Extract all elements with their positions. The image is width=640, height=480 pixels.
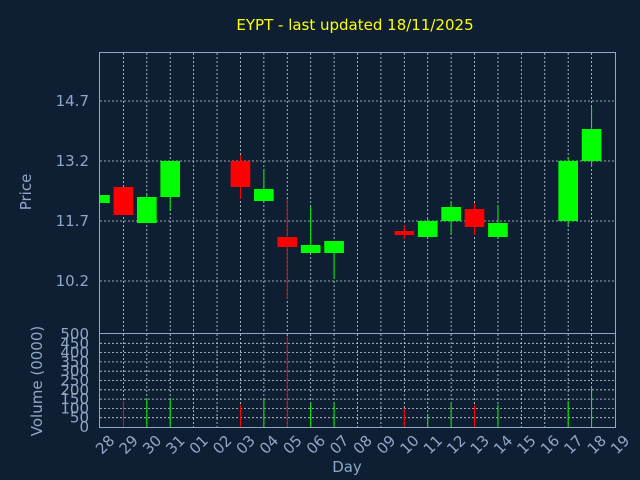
volume-tick-label: 150	[60, 390, 89, 408]
candle-body	[558, 161, 579, 221]
candle-body	[277, 237, 298, 247]
volume-tick-label: 100	[60, 399, 89, 417]
volume-tick-label: 250	[60, 372, 89, 390]
price-tick-label: 14.7	[56, 92, 89, 110]
price-axis-label: Price	[17, 174, 35, 211]
price-tick-label: 11.7	[56, 212, 89, 230]
candle-body	[230, 161, 251, 187]
x-tick-label: 29	[116, 432, 142, 458]
x-tick-label: 08	[350, 432, 376, 458]
x-tick-label: 05	[279, 432, 305, 458]
candle-body	[300, 245, 321, 253]
candle-body	[160, 161, 181, 197]
x-tick-label: 07	[326, 432, 352, 458]
price-tick-label: 13.2	[56, 152, 89, 170]
price-y-ticks: 10.2 11.7 13.2 14.7	[56, 92, 89, 290]
x-tick-label: 12	[443, 432, 469, 458]
x-tick-label: 10	[396, 432, 422, 458]
volume-frame	[99, 333, 616, 428]
price-candles	[99, 107, 602, 299]
x-tick-label: 17	[560, 432, 586, 458]
price-panel: 10.2 11.7 13.2 14.7	[56, 52, 616, 334]
volume-tick-label: 400	[60, 344, 89, 362]
x-tick-label: 14	[490, 432, 516, 458]
candle-body	[113, 187, 134, 215]
volume-bars	[122, 335, 593, 427]
x-tick-label: 18	[584, 432, 610, 458]
x-tick-label: 19	[607, 432, 633, 458]
volume-tick-label: 0	[79, 418, 89, 436]
x-tick-label: 13	[467, 432, 493, 458]
candle-body	[488, 223, 508, 237]
volume-tick-label: 300	[60, 362, 89, 380]
candle-body	[464, 209, 485, 227]
candle-body	[441, 207, 461, 221]
x-axis-ticks: 2829303101020304050607080910111213141516…	[92, 432, 633, 458]
x-tick-label: 11	[420, 432, 446, 458]
x-tick-label: 09	[373, 432, 399, 458]
candle-body	[254, 189, 274, 201]
x-tick-label: 06	[303, 432, 329, 458]
x-axis-label: Day	[332, 458, 362, 476]
x-tick-label: 15	[514, 432, 540, 458]
volume-grid	[100, 334, 615, 427]
chart-title: EYPT - last updated 18/11/2025	[236, 16, 473, 34]
volume-axis-label: Volume (0000)	[28, 326, 46, 436]
price-tick-label: 10.2	[56, 272, 89, 290]
x-tick-label: 04	[256, 432, 282, 458]
x-tick-label: 02	[209, 432, 235, 458]
candle-body	[417, 221, 438, 237]
candle-body	[324, 241, 344, 253]
volume-tick-label: 500	[60, 325, 89, 343]
candle-body	[581, 129, 602, 161]
x-tick-label: 01	[186, 432, 212, 458]
volume-tick-label: 200	[60, 381, 89, 399]
x-tick-label: 16	[537, 432, 563, 458]
x-tick-label: 03	[233, 432, 259, 458]
x-tick-label: 30	[139, 432, 165, 458]
x-tick-label: 28	[92, 432, 118, 458]
candle-body	[100, 195, 110, 203]
volume-tick-label: 350	[60, 353, 89, 371]
volume-tick-label: 450	[60, 334, 89, 352]
x-tick-label: 31	[162, 432, 188, 458]
volume-tick-label: 50	[70, 409, 89, 427]
candle-body	[394, 231, 415, 235]
candle-body	[136, 197, 157, 223]
